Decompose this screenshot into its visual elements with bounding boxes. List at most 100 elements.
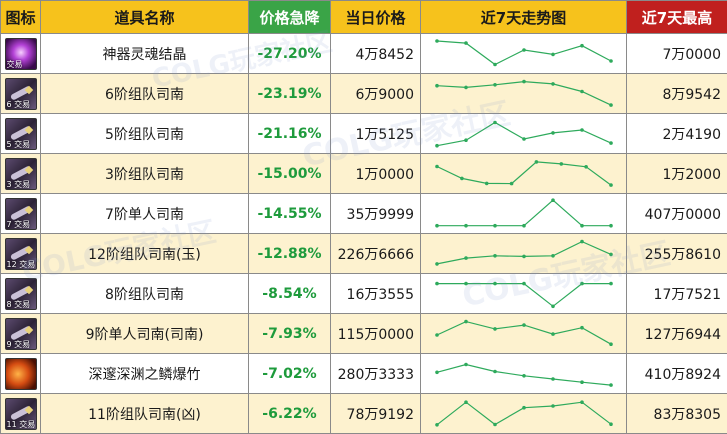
icon-trade-tag: 6 交易 (6, 99, 31, 109)
trend-point (522, 223, 526, 228)
item-icon-cell: 8 交易 (0, 273, 41, 314)
compass-pen-icon[interactable]: 5 交易 (4, 117, 37, 150)
trend-point (551, 404, 555, 408)
trend-point (493, 254, 497, 258)
table-row[interactable]: 6 交易 6阶组队司南 -23.19% 6万9000 8万9542 (0, 73, 727, 114)
icon-trade-tag: 3 交易 (6, 179, 31, 189)
table-row[interactable]: 12 交易 12阶组队司南(玉) -12.88% 226万6666 255万8610 (0, 233, 727, 274)
table-row[interactable]: 11 交易 11阶组队司南(凶) -6.22% 78万9192 83万8305 (0, 393, 727, 434)
price-drop-value: -7.93% (248, 313, 331, 354)
table-row[interactable]: 7 交易 7阶单人司南 -14.55% 35万9999 407万0000 (0, 193, 727, 234)
trend-point (509, 181, 514, 186)
trend-sparkline-cell (420, 193, 627, 234)
trend-point (522, 405, 526, 410)
trend-point (435, 370, 439, 375)
trend-point (435, 83, 439, 88)
trend-point (580, 89, 584, 94)
item-icon-cell: 12 交易 (0, 233, 41, 274)
trend-sparkline (435, 362, 613, 387)
compass-pen-icon[interactable]: 9 交易 (4, 317, 37, 350)
compass-pen-icon[interactable]: 12 交易 (4, 237, 37, 270)
trend-point (493, 422, 497, 427)
trend-line (436, 240, 612, 265)
item-icon-cell: 交易 (0, 33, 41, 74)
trend-point (493, 327, 497, 331)
item-name: 6阶组队司南 (40, 73, 249, 114)
compass-pen-icon[interactable]: 11 交易 (4, 397, 37, 430)
table-row[interactable]: 深邃深渊之鳞爆竹 -7.02% 280万3333 410万8924 (0, 353, 727, 394)
trend-point (464, 223, 468, 228)
trend-point (551, 332, 555, 336)
price-drop-value: -14.55% (248, 193, 331, 234)
trend-line (436, 161, 612, 186)
trend-point (522, 323, 526, 327)
trend-sparkline-cell (420, 353, 627, 394)
icon-trade-tag: 12 交易 (6, 259, 36, 269)
price-drop-value: -21.16% (248, 113, 331, 154)
table-row[interactable]: 8 交易 8阶组队司南 -8.54% 16万3555 17万7521 (0, 273, 727, 314)
trend-point (522, 374, 526, 378)
trend-line (437, 199, 611, 227)
firecracker-icon[interactable] (4, 357, 37, 390)
price-drop-value: -8.54% (248, 273, 331, 314)
item-icon-cell: 7 交易 (0, 193, 41, 234)
trend-point (609, 252, 613, 257)
item-name: 7阶单人司南 (40, 193, 249, 234)
trend-point (580, 400, 584, 404)
item-name: 3阶组队司南 (40, 153, 249, 194)
icon-trade-tag: 8 交易 (6, 299, 31, 309)
table-row[interactable]: 3 交易 3阶组队司南 -15.00% 1万0000 1万2000 (0, 153, 727, 194)
trend-sparkline-cell (420, 273, 627, 314)
trend-point (580, 325, 584, 330)
table-row[interactable]: 交易 神器灵魂结晶 -27.20% 4万8452 7万0000 (0, 33, 727, 74)
trend-point (551, 82, 555, 86)
trend-point (435, 281, 439, 286)
today-price-value: 16万3555 (330, 273, 421, 314)
compass-pen-icon[interactable]: 7 交易 (4, 197, 37, 230)
compass-pen-icon[interactable]: 6 交易 (4, 77, 37, 110)
seven-day-high-value: 7万0000 (626, 33, 727, 74)
table-row[interactable]: 9 交易 9阶单人司南(司南) -7.93% 115万0000 127万6944 (0, 313, 727, 354)
trend-point (435, 39, 439, 43)
trend-point (609, 383, 613, 387)
trend-point (609, 141, 613, 145)
trend-point (551, 304, 555, 309)
table-row[interactable]: 5 交易 5阶组队司南 -21.16% 1万5125 2万4190 (0, 113, 727, 154)
trend-point (609, 183, 613, 187)
today-price-value: 226万6666 (330, 233, 421, 274)
trend-point (464, 256, 468, 260)
trend-point (580, 380, 584, 384)
header-today-price[interactable]: 当日价格 (330, 0, 421, 34)
trend-point (464, 138, 468, 142)
header-7day-trend: 近7天走势图 (420, 0, 627, 34)
item-icon-cell: 6 交易 (0, 73, 41, 114)
trend-point (464, 400, 468, 404)
trend-point (609, 342, 613, 346)
trend-line (436, 80, 612, 106)
trend-line (436, 401, 612, 426)
trend-point (580, 223, 584, 228)
today-price-value: 78万9192 (330, 393, 421, 434)
trend-point (464, 362, 468, 367)
header-7day-high[interactable]: 近7天最高 (626, 0, 727, 34)
compass-pen-icon[interactable]: 3 交易 (4, 157, 37, 190)
trend-point (559, 162, 564, 166)
trend-point (493, 120, 497, 125)
trend-point (551, 254, 555, 258)
trend-point (551, 131, 555, 135)
trend-point (551, 198, 555, 202)
header-price-drop[interactable]: 价格急降 (248, 0, 331, 34)
item-icon-cell: 3 交易 (0, 153, 41, 194)
trend-point (435, 164, 439, 169)
trend-point (464, 41, 468, 45)
compass-pen-icon[interactable]: 8 交易 (4, 277, 37, 310)
seven-day-high-value: 255万8610 (626, 233, 727, 274)
icon-trade-tag: 7 交易 (6, 219, 31, 229)
seven-day-high-value: 410万8924 (626, 353, 727, 394)
trend-sparkline-cell (420, 313, 627, 354)
purple-orb-icon[interactable]: 交易 (4, 37, 37, 70)
trend-sparkline-cell (420, 393, 627, 434)
trend-point (464, 281, 468, 286)
